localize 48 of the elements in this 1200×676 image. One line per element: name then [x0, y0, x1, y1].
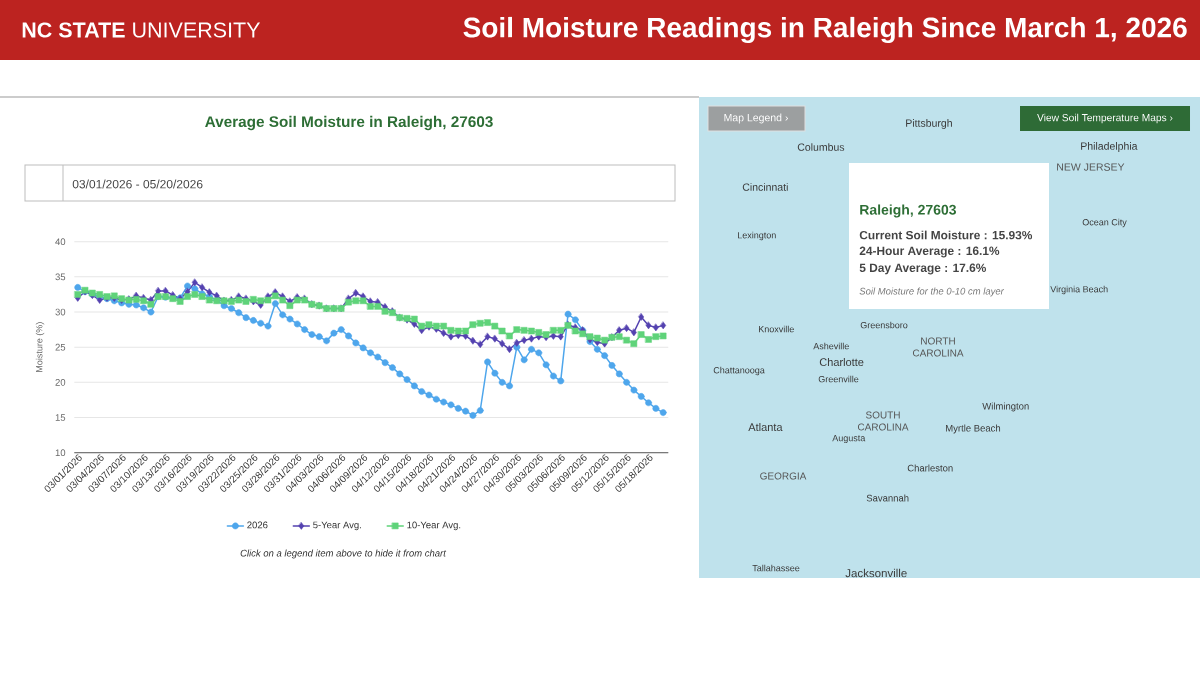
legend-label: 5-Year Avg. — [313, 521, 361, 531]
text: Chattanooga — [713, 366, 765, 376]
text: NORTH CAROLINA — [912, 337, 964, 357]
text: Jacksonville — [845, 568, 907, 578]
text: Wilmington — [982, 402, 1029, 412]
text: Philadelphia — [1081, 142, 1138, 152]
text: Map Legend › — [724, 113, 788, 124]
text: Augusta — [832, 434, 866, 444]
text: Virginia Beach — [1050, 285, 1108, 295]
legend-label: 2026 — [247, 521, 268, 529]
y-tick-label: 40 — [55, 238, 66, 246]
y-tick-label: 20 — [55, 379, 66, 386]
text: Atlanta — [748, 422, 783, 432]
text: Knoxville — [759, 325, 794, 333]
chart-title: Average Soil Moisture in Raleigh, 27603 — [205, 115, 493, 131]
text: GEORGIA — [760, 472, 807, 480]
text: Greenville — [818, 375, 859, 383]
text: SOUTH CAROLINA — [857, 411, 909, 431]
text: Savannah — [866, 494, 909, 502]
text: Myrtle Beach — [946, 424, 1001, 434]
text: Tallahassee — [752, 564, 800, 572]
text: 5 Day Average : 17.6% — [859, 263, 986, 275]
y-tick-label: 35 — [55, 273, 66, 281]
text: Cincinnati — [742, 183, 788, 191]
y-tick-label: 10 — [55, 449, 66, 457]
text: NC STATE UNIVERSITY — [22, 22, 261, 38]
text: 24-Hour Average : 16.1% — [859, 246, 1000, 258]
y-tick-label: 15 — [55, 414, 66, 421]
text: 03/01/2026 - 05/20/2026 — [72, 179, 203, 189]
text: Asheville — [813, 342, 849, 350]
legend-label: 10-Year Avg. — [407, 521, 461, 531]
text: View Soil Temperature Maps › — [1037, 113, 1173, 124]
text: Click on a legend item above to hide it from chart — [240, 549, 447, 559]
text: Charleston — [907, 464, 953, 472]
text: Soil Moisture Readings in Raleigh Since March 1, 2026 — [463, 16, 1187, 44]
text: Ocean City — [1082, 218, 1127, 228]
text: Raleigh, 27603 — [860, 204, 957, 218]
text: NEW JERSEY — [1057, 163, 1125, 171]
text: Soil Moisture for the 0-10 cm layer — [859, 287, 1005, 297]
text: Pittsburgh — [906, 119, 952, 129]
y-tick-label: 25 — [55, 343, 66, 351]
y-axis-title: Moisture (%) — [35, 322, 45, 372]
text: Current Soil Moisture : 15.93% — [859, 230, 1033, 240]
text: Charlotte — [819, 357, 864, 367]
y-tick-label: 30 — [55, 308, 66, 316]
text: Columbus — [797, 143, 845, 151]
text: Lexington — [738, 231, 776, 241]
text: Greensboro — [860, 321, 908, 329]
